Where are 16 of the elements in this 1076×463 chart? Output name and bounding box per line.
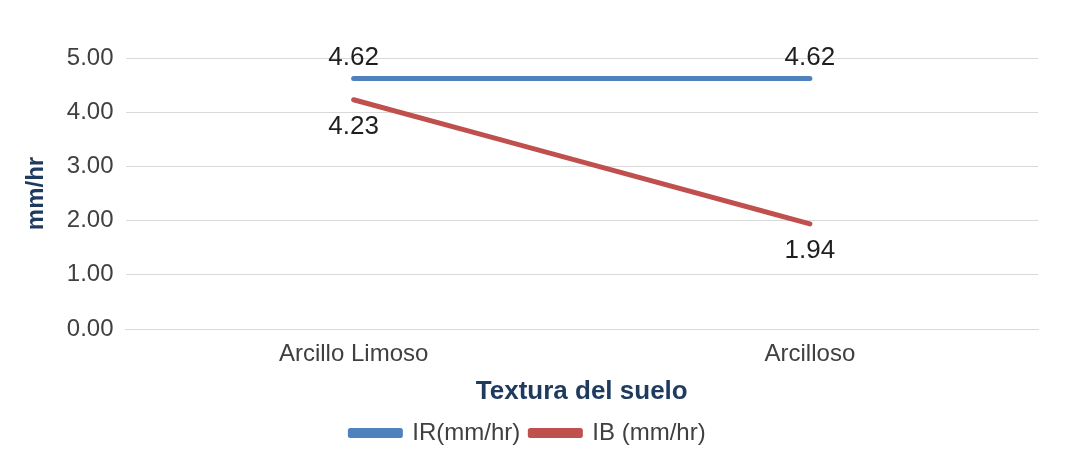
data-label: 1.94 (784, 234, 836, 265)
y-tick-label: 0.00 (66, 313, 114, 341)
y-axis-title: mm/hr (21, 156, 49, 231)
y-tick-label: 4.00 (66, 96, 114, 124)
x-tick-label: Arcilloso (764, 339, 856, 367)
x-tick-label: Arcillo Limoso (278, 339, 429, 367)
y-tick-label: 2.00 (66, 205, 114, 233)
y-tick-label: 1.00 (66, 259, 114, 287)
data-label: 4.62 (784, 40, 836, 71)
data-label: 4.23 (328, 109, 379, 140)
y-tick-label: 5.00 (66, 42, 114, 70)
legend-label: IR(mm/hr) (412, 417, 521, 445)
y-tick-label: 3.00 (66, 151, 114, 179)
data-label: 4.62 (328, 40, 379, 71)
x-axis-title: Textura del suelo (475, 374, 688, 405)
legend-label: IB (mm/hr) (592, 417, 706, 445)
